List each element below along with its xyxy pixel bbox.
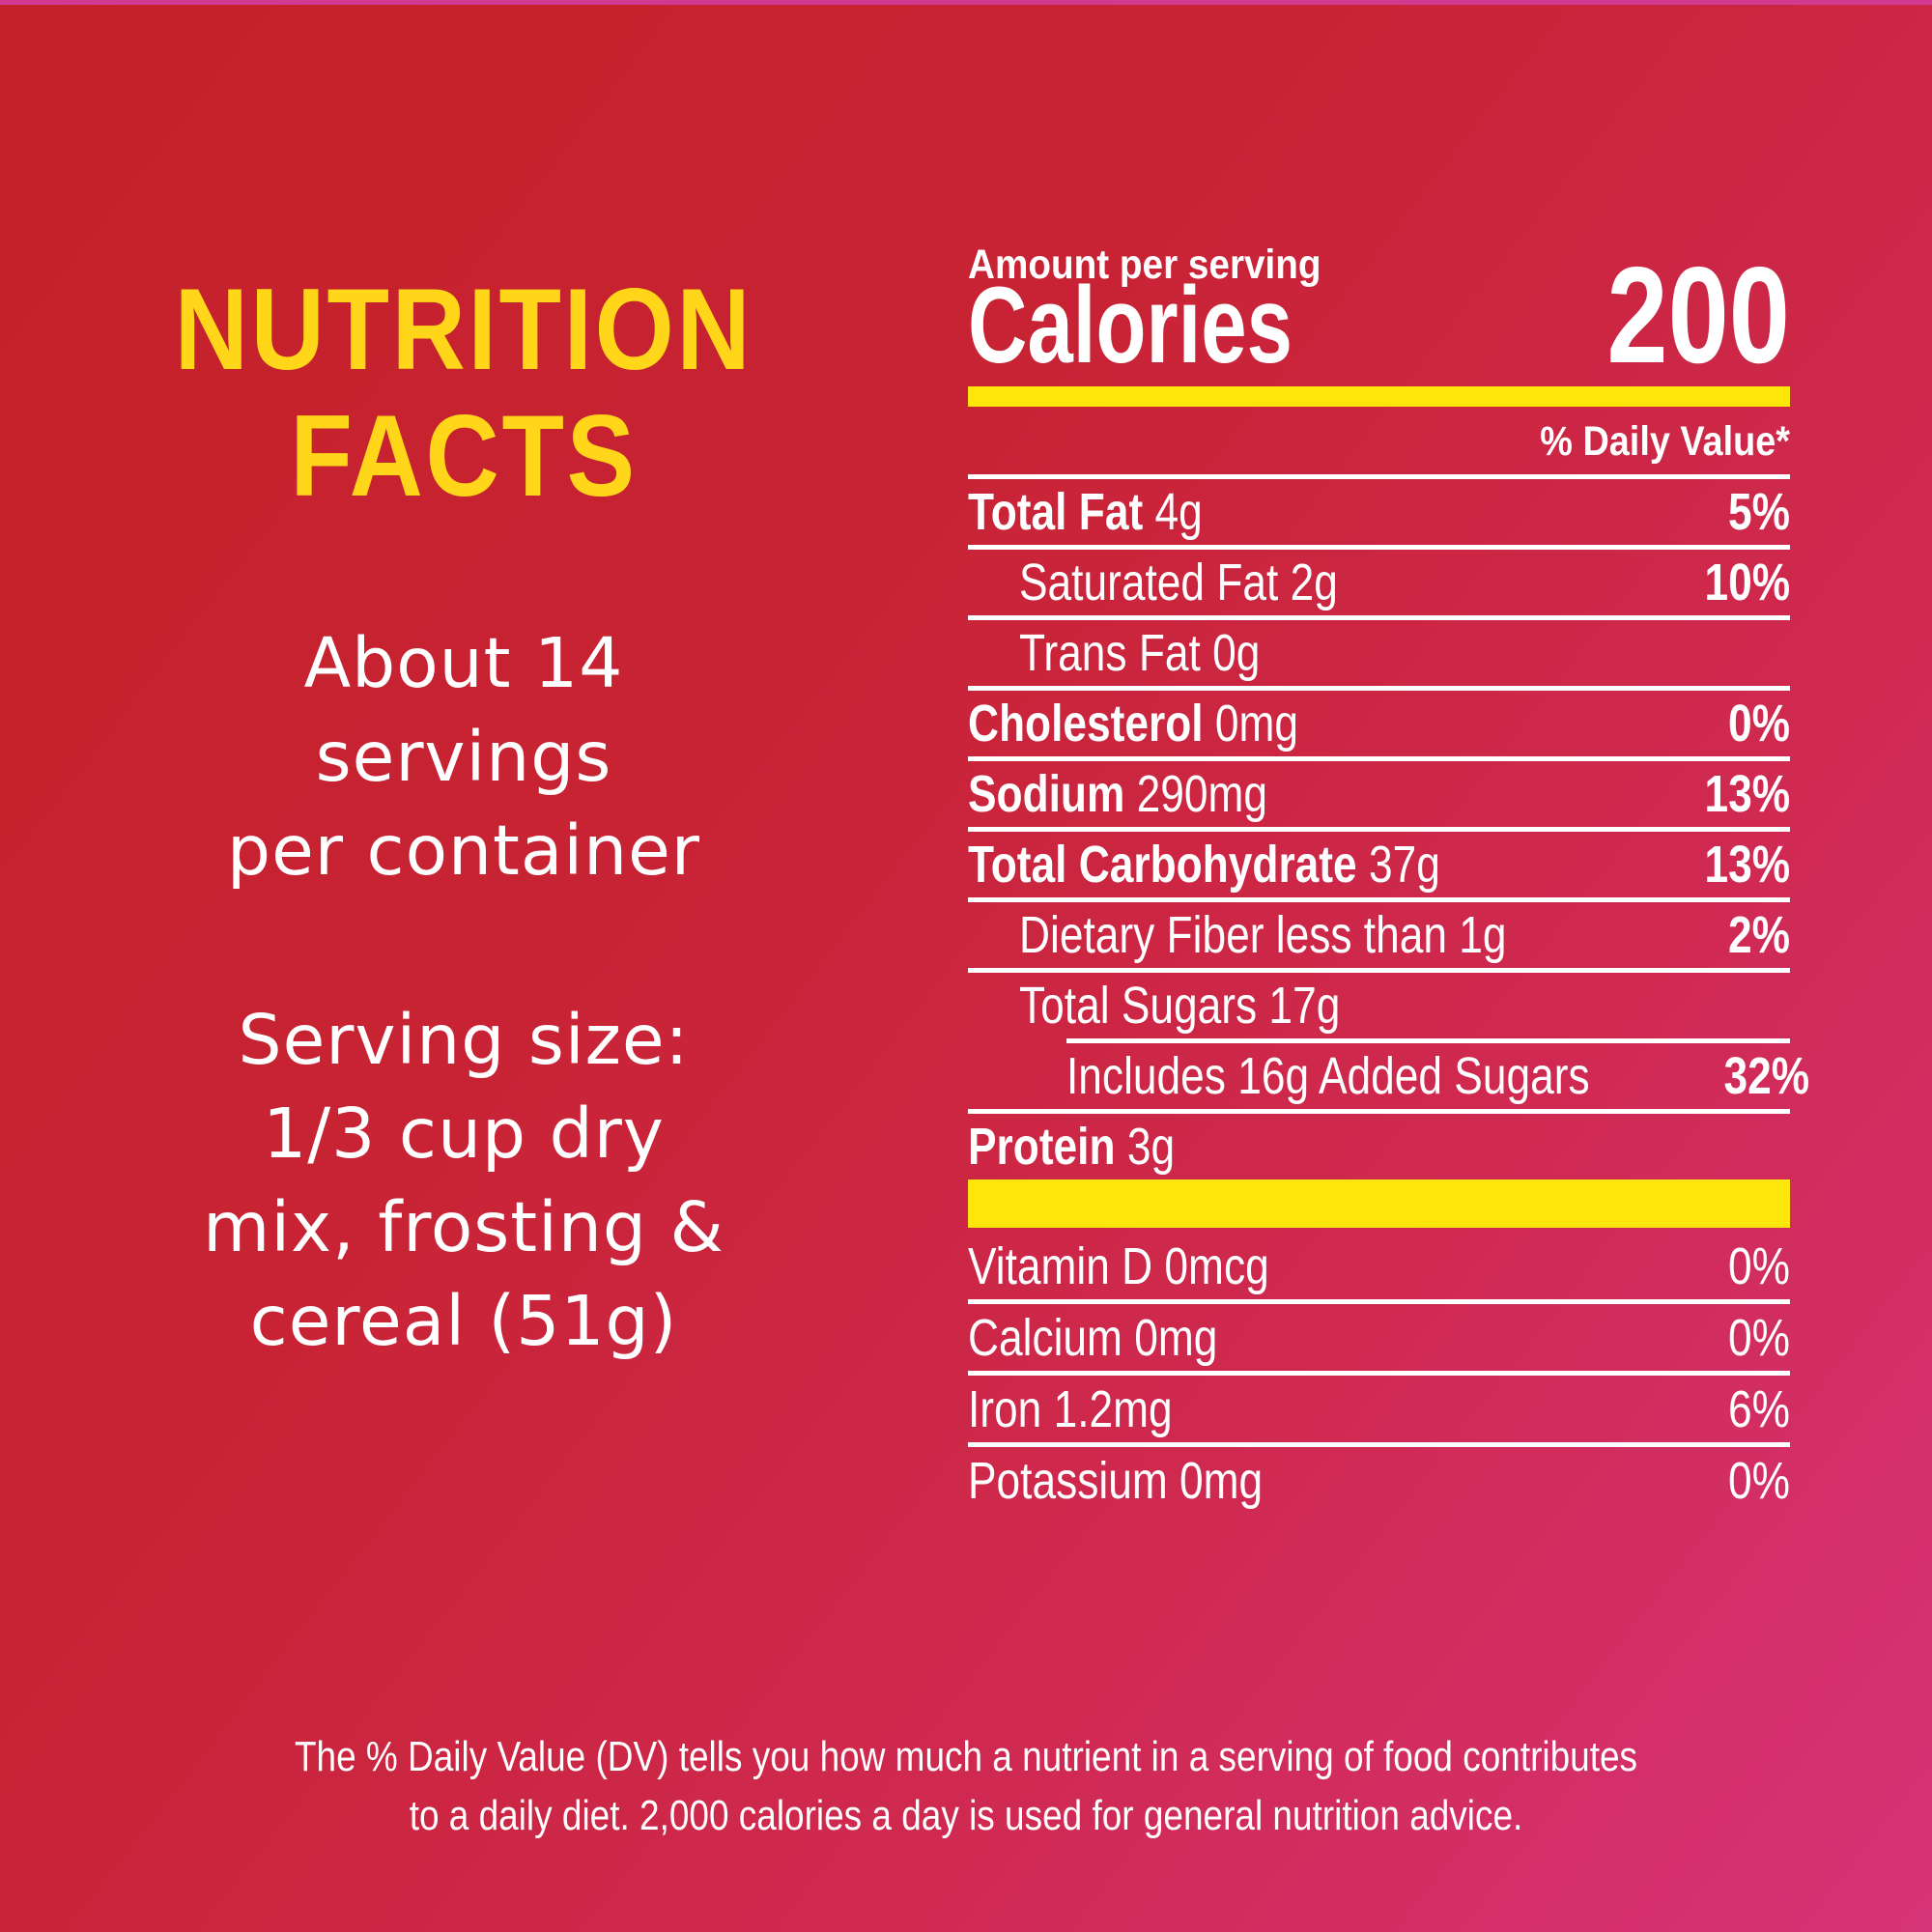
servings-line-1: About 14 — [303, 623, 624, 703]
nutrient-row-trans-fat: Trans Fat 0g — [968, 615, 1790, 686]
page-title-line1: NUTRITION — [174, 265, 753, 394]
nutrient-name-added-sugars: Includes 16g Added Sugars — [1066, 1047, 1590, 1105]
row-content: Calcium 0mg 0% — [968, 1304, 1790, 1371]
serving-size-line-4: cereal (51g) — [249, 1281, 678, 1361]
row-content: Potassium 0mg 0% — [968, 1447, 1790, 1514]
row-content: Iron 1.2mg 6% — [968, 1376, 1790, 1442]
separator-rule — [968, 1371, 1790, 1376]
nutrient-name-total-sugars: Total Sugars 17g — [1019, 977, 1341, 1035]
vitamin-row-calcium: Calcium 0mg 0% — [968, 1299, 1790, 1371]
nutrient-row-total-fat: Total Fat 4g 5% — [968, 474, 1790, 545]
yellow-divider-bar-top — [968, 386, 1790, 407]
separator-rule — [968, 897, 1790, 902]
servings-line-3: per container — [227, 810, 700, 891]
separator-rule — [968, 1299, 1790, 1304]
calories-value: 200 — [1606, 239, 1790, 392]
calories-label: Calories — [968, 265, 1293, 385]
serving-size-text: Serving size: 1/3 cup dry mix, frosting & c… — [68, 993, 860, 1368]
row-content: Dietary Fiber less than 1g 2% — [968, 902, 1790, 968]
footnote-line-2: to a daily diet. 2,000 calories a day is… — [409, 1792, 1523, 1839]
vitamin-rows: Vitamin D 0mcg 0% Calcium 0mg 0% Iron 1.2mg 6… — [968, 1228, 1790, 1514]
nutrient-name-sodium: Sodium 290mg — [968, 765, 1268, 823]
nutrient-name-saturated-fat: Saturated Fat 2g — [1019, 554, 1338, 611]
serving-size-line-2: 1/3 cup dry — [263, 1094, 665, 1174]
nutrient-name-bold: Sodium — [968, 765, 1125, 823]
daily-value-percent-dietary-fiber: 2% — [1728, 906, 1790, 964]
nutrient-row-total-carbohydrate: Total Carbohydrate 37g 13% — [968, 827, 1790, 897]
servings-line-2: servings — [315, 717, 612, 797]
nutrient-name-bold: Total Fat — [968, 483, 1144, 541]
yellow-divider-bar-bottom — [968, 1179, 1790, 1228]
nutrient-row-added-sugars: Includes 16g Added Sugars 32% — [968, 1038, 1809, 1109]
row-content: Saturated Fat 2g 10% — [968, 550, 1790, 615]
daily-value-percent-cholesterol: 0% — [1728, 695, 1790, 753]
daily-value-percent-added-sugars: 32% — [1722, 1047, 1809, 1105]
daily-value-percent-potassium: 0% — [1728, 1451, 1790, 1510]
nutrient-row-dietary-fiber: Dietary Fiber less than 1g 2% — [968, 897, 1790, 968]
nutrient-rows: Total Fat 4g 5% Saturated Fat 2g 10% Trans F… — [968, 474, 1809, 1179]
nutrient-name-bold: Total Carbohydrate — [968, 836, 1357, 894]
separator-rule — [968, 968, 1790, 973]
daily-value-footnote: The % Daily Value (DV) tells you how muc… — [155, 1727, 1777, 1845]
nutrient-name-calcium: Calcium 0mg — [968, 1308, 1218, 1367]
row-content: Cholesterol 0mg 0% — [968, 691, 1790, 756]
daily-value-percent-total-fat: 5% — [1728, 483, 1790, 541]
calories-row: Calories 200 — [968, 247, 1790, 384]
servings-per-container-text: About 14 servings per container — [68, 616, 860, 897]
top-edge-strip — [0, 0, 1932, 5]
nutrient-name-bold: Cholesterol — [968, 695, 1204, 753]
nutrient-name-iron: Iron 1.2mg — [968, 1379, 1173, 1438]
daily-value-percent-total-carbohydrate: 13% — [1704, 836, 1790, 894]
nutrient-name-total-carbohydrate: Total Carbohydrate 37g — [968, 836, 1440, 894]
row-content: Vitamin D 0mcg 0% — [968, 1233, 1790, 1299]
vitamin-row-potassium: Potassium 0mg 0% — [968, 1442, 1790, 1514]
daily-value-percent-calcium: 0% — [1728, 1308, 1790, 1367]
daily-value-percent-sodium: 13% — [1704, 765, 1790, 823]
separator-rule — [968, 474, 1790, 479]
amount-per-serving-label: Amount per serving — [968, 242, 1321, 288]
nutrient-name-total-fat: Total Fat 4g — [968, 483, 1203, 541]
row-content: Total Carbohydrate 37g 13% — [968, 832, 1790, 897]
separator-rule — [968, 615, 1790, 620]
serving-size-line-3: mix, frosting & — [203, 1187, 724, 1267]
nutrient-row-protein: Protein 3g — [968, 1109, 1790, 1179]
page-title: NUTRITION FACTS — [132, 267, 795, 520]
separator-rule — [968, 827, 1790, 832]
separator-rule — [968, 686, 1790, 691]
nutrient-name-vitamin-d: Vitamin D 0mcg — [968, 1236, 1269, 1295]
vitamin-row-iron: Iron 1.2mg 6% — [968, 1371, 1790, 1442]
row-content: Protein 3g — [968, 1114, 1790, 1179]
nutrient-name-trans-fat: Trans Fat 0g — [1019, 624, 1261, 682]
footnote-line-1: The % Daily Value (DV) tells you how muc… — [294, 1733, 1638, 1780]
nutrient-row-total-sugars: Total Sugars 17g — [968, 968, 1790, 1038]
nutrient-row-sodium: Sodium 290mg 13% — [968, 756, 1790, 827]
daily-value-percent-saturated-fat: 10% — [1704, 554, 1790, 611]
row-content: Trans Fat 0g — [968, 620, 1790, 686]
nutrient-name-bold: Protein — [968, 1118, 1116, 1176]
row-content: Sodium 290mg 13% — [968, 761, 1790, 827]
serving-size-line-1: Serving size: — [238, 1000, 690, 1080]
daily-value-header: % Daily Value* — [1540, 418, 1790, 465]
nutrient-name-protein: Protein 3g — [968, 1118, 1176, 1176]
nutrient-name-cholesterol: Cholesterol 0mg — [968, 695, 1299, 753]
page-title-line2: FACTS — [290, 391, 638, 521]
daily-value-percent-vitamin-d: 0% — [1728, 1236, 1790, 1295]
separator-rule — [968, 1109, 1790, 1114]
nutrient-row-cholesterol: Cholesterol 0mg 0% — [968, 686, 1790, 756]
vitamin-row-vitamin-d: Vitamin D 0mcg 0% — [968, 1228, 1790, 1299]
nutrient-name-dietary-fiber: Dietary Fiber less than 1g — [1019, 906, 1507, 964]
daily-value-percent-iron: 6% — [1728, 1379, 1790, 1438]
nutrient-name-potassium: Potassium 0mg — [968, 1451, 1264, 1510]
nutrient-row-saturated-fat: Saturated Fat 2g 10% — [968, 545, 1790, 615]
separator-rule — [1066, 1038, 1790, 1043]
row-content: Total Sugars 17g — [968, 973, 1790, 1038]
separator-rule — [968, 545, 1790, 550]
row-content: Total Fat 4g 5% — [968, 479, 1790, 545]
row-content: Includes 16g Added Sugars 32% — [968, 1043, 1809, 1109]
separator-rule — [968, 756, 1790, 761]
separator-rule — [968, 1442, 1790, 1447]
